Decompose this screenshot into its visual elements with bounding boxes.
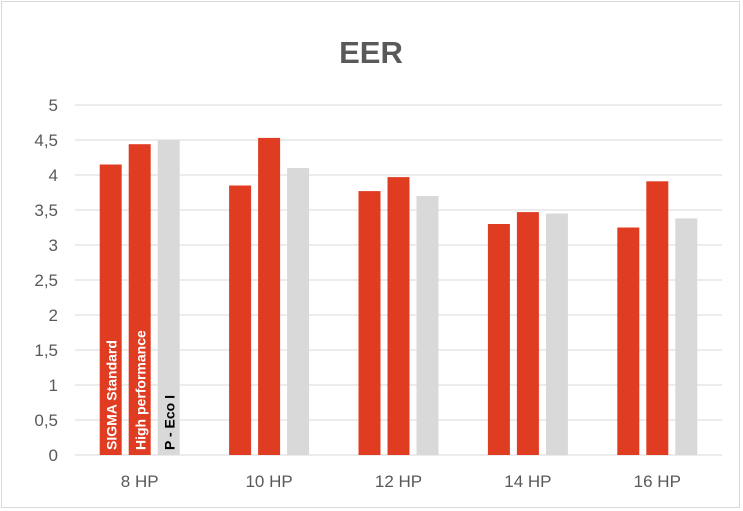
x-axis-labels: 8 HP 10 HP 12 HP 14 HP 16 HP xyxy=(121,472,681,491)
gridlines xyxy=(75,104,722,456)
bar xyxy=(157,140,180,455)
y-tick-label: 5 xyxy=(49,96,58,115)
y-tick-label: 0 xyxy=(49,446,58,465)
bar xyxy=(545,213,568,455)
bar-series-label: P - Eco I xyxy=(162,395,178,450)
bar xyxy=(516,212,539,455)
bar xyxy=(646,181,669,456)
bar xyxy=(287,168,310,455)
y-tick-label: 0,5 xyxy=(34,411,58,430)
x-tick-label: 10 HP xyxy=(245,472,292,491)
bar xyxy=(358,191,381,455)
bar-series-label: SIGMA Standard xyxy=(104,340,120,450)
bar xyxy=(128,144,151,455)
bar xyxy=(416,196,439,455)
y-tick-label: 2,5 xyxy=(34,271,58,290)
y-axis-labels: 0 0,5 1 1,5 2 2,5 3 3,5 4 4,5 5 xyxy=(34,96,58,465)
y-tick-label: 2 xyxy=(49,306,58,325)
bar xyxy=(229,185,252,455)
bar xyxy=(487,224,510,455)
y-tick-label: 4 xyxy=(49,166,58,185)
bar xyxy=(258,137,281,455)
y-tick-label: 3 xyxy=(49,236,58,255)
bar xyxy=(617,227,640,455)
x-tick-label: 12 HP xyxy=(375,472,422,491)
bar-series-labels: SIGMA Standard High performance P - Eco I xyxy=(104,330,178,450)
y-tick-label: 1,5 xyxy=(34,341,58,360)
bar xyxy=(99,164,122,455)
bar xyxy=(387,177,410,455)
x-tick-label: 8 HP xyxy=(121,472,159,491)
y-tick-label: 3,5 xyxy=(34,201,58,220)
bar xyxy=(675,218,698,455)
x-tick-label: 16 HP xyxy=(634,472,681,491)
y-tick-label: 4,5 xyxy=(34,131,58,150)
bars xyxy=(99,137,698,456)
x-tick-label: 14 HP xyxy=(504,472,551,491)
bar-series-label: High performance xyxy=(133,330,149,450)
chart-title: EER xyxy=(339,35,403,70)
y-tick-label: 1 xyxy=(49,376,58,395)
